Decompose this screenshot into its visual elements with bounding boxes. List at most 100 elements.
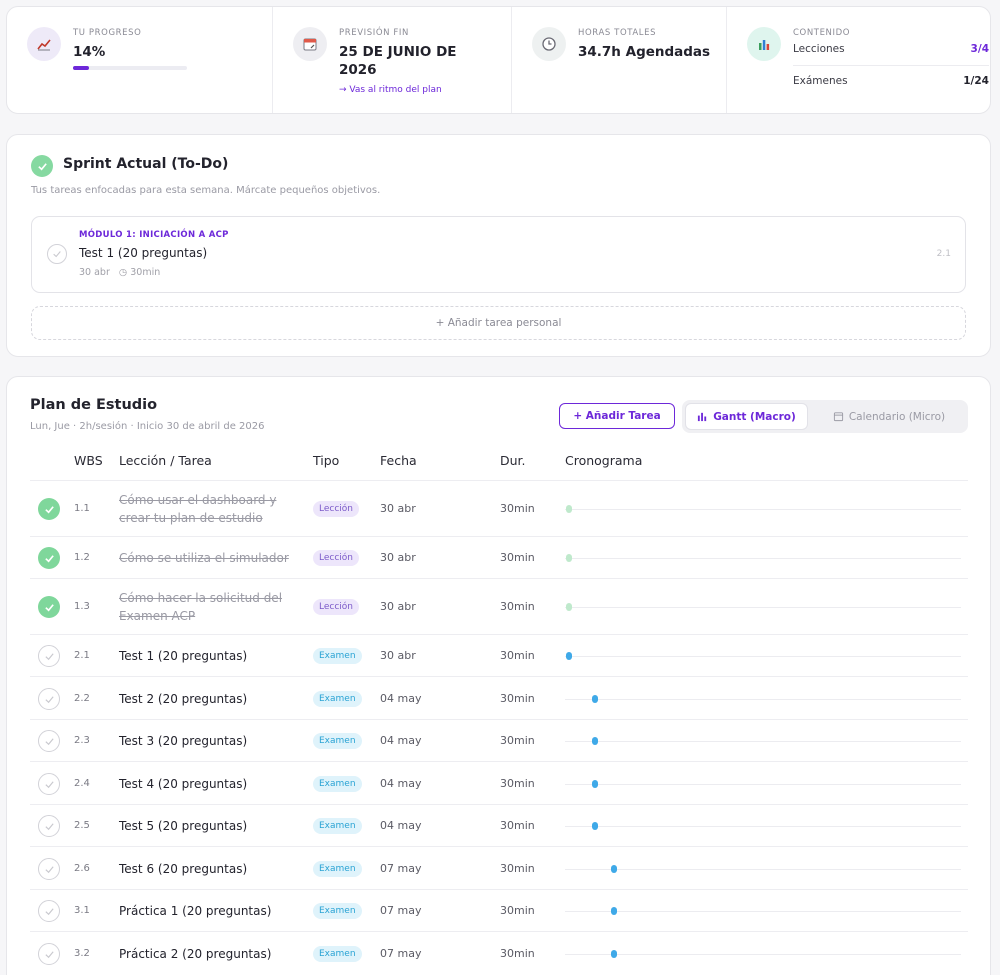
timeline-track bbox=[565, 954, 961, 955]
forecast-note: → Vas al ritmo del plan bbox=[339, 85, 442, 95]
gantt-bar[interactable] bbox=[591, 780, 598, 788]
timeline-track bbox=[565, 826, 961, 827]
row-complete-checkbox[interactable] bbox=[38, 900, 60, 922]
row-complete-checkbox[interactable] bbox=[38, 815, 60, 837]
table-row[interactable]: 2.3 Test 3 (20 preguntas) Examen 04 may 30mi… bbox=[30, 719, 968, 761]
calendar-icon bbox=[833, 412, 843, 422]
row-wbs: 3.2 bbox=[74, 948, 90, 959]
check-icon bbox=[44, 603, 54, 611]
row-type-badge: Examen bbox=[313, 733, 362, 749]
task-date: 30 abr bbox=[79, 267, 110, 278]
gantt-bar[interactable] bbox=[610, 865, 617, 873]
row-complete-checkbox[interactable] bbox=[38, 498, 60, 520]
check-icon bbox=[44, 907, 54, 915]
task-meta: 30 abr ◷ 30min bbox=[79, 267, 160, 278]
row-duration: 30min bbox=[500, 502, 535, 515]
check-icon bbox=[44, 554, 54, 562]
row-duration: 30min bbox=[500, 862, 535, 875]
col-header-timeline: Cronograma bbox=[565, 453, 643, 468]
row-wbs: 2.6 bbox=[74, 863, 90, 874]
row-complete-checkbox[interactable] bbox=[38, 858, 60, 880]
gantt-bar[interactable] bbox=[591, 695, 598, 703]
content-label: Contenido bbox=[793, 28, 851, 38]
row-complete-checkbox[interactable] bbox=[38, 943, 60, 965]
row-complete-checkbox[interactable] bbox=[38, 645, 60, 667]
row-complete-checkbox[interactable] bbox=[38, 688, 60, 710]
row-duration: 30min bbox=[500, 734, 535, 747]
forecast-label: Previsión fin bbox=[339, 28, 409, 38]
row-complete-checkbox[interactable] bbox=[38, 547, 60, 569]
gantt-bar[interactable] bbox=[566, 505, 572, 513]
gantt-bar[interactable] bbox=[610, 950, 617, 958]
table-row[interactable]: 1.2 Cómo se utiliza el simulador Lección 30… bbox=[30, 536, 968, 578]
col-header-type: Tipo bbox=[313, 453, 340, 468]
table-row[interactable]: 2.4 Test 4 (20 preguntas) Examen 04 may 30mi… bbox=[30, 761, 968, 804]
table-row[interactable]: 3.1 Práctica 1 (20 preguntas) Examen 07 may… bbox=[30, 889, 968, 931]
row-complete-checkbox[interactable] bbox=[38, 773, 60, 795]
study-plan-card: Plan de Estudio Lun, Jue · 2h/sesión · I… bbox=[6, 376, 991, 975]
progress-value: 14% bbox=[73, 44, 106, 60]
row-wbs: 1.1 bbox=[74, 503, 90, 514]
timeline-track bbox=[565, 509, 961, 510]
sprint-task[interactable]: Módulo 1: Iniciación a ACP Test 1 (20 pr… bbox=[31, 216, 966, 293]
row-type-badge: Examen bbox=[313, 818, 362, 834]
sprint-subtitle: Tus tareas enfocadas para esta semana. M… bbox=[31, 185, 381, 196]
bar-chart-icon bbox=[747, 27, 781, 61]
row-duration: 30min bbox=[500, 777, 535, 790]
row-duration: 30min bbox=[500, 649, 535, 662]
table-row[interactable]: 2.1 Test 1 (20 preguntas) Examen 30 abr 30mi… bbox=[30, 634, 968, 676]
plan-subtitle: Lun, Jue · 2h/sesión · Inicio 30 de abri… bbox=[30, 421, 265, 432]
row-wbs: 3.1 bbox=[74, 905, 90, 916]
table-row[interactable]: 1.3 Cómo hacer la solicitud del Examen AC… bbox=[30, 578, 968, 634]
timeline-track bbox=[565, 741, 961, 742]
stat-content: Contenido Lecciones 3/4 Exámenes 1/24 bbox=[726, 7, 990, 113]
row-complete-checkbox[interactable] bbox=[38, 596, 60, 618]
row-type-badge: Lección bbox=[313, 599, 360, 615]
forecast-value-line2: 2026 bbox=[339, 62, 377, 78]
timeline-track bbox=[565, 784, 961, 785]
row-type-badge: Examen bbox=[313, 861, 362, 877]
row-date: 07 may bbox=[380, 862, 422, 875]
gantt-bar[interactable] bbox=[610, 907, 617, 915]
table-row[interactable]: 2.6 Test 6 (20 preguntas) Examen 07 may 30mi… bbox=[30, 846, 968, 889]
hours-label: Horas totales bbox=[578, 28, 657, 38]
clock-icon: ◷ bbox=[118, 267, 128, 278]
row-duration: 30min bbox=[500, 819, 535, 832]
add-personal-task-button[interactable]: + Añadir tarea personal bbox=[31, 306, 966, 340]
row-task-name: Cómo hacer la solicitud del Examen ACP bbox=[119, 591, 283, 623]
row-wbs: 2.5 bbox=[74, 820, 90, 831]
gantt-bar[interactable] bbox=[566, 652, 572, 660]
col-header-duration: Dur. bbox=[500, 453, 526, 468]
timeline-track bbox=[565, 656, 961, 657]
row-task-name: Test 4 (20 preguntas) bbox=[119, 777, 248, 791]
row-complete-checkbox[interactable] bbox=[38, 730, 60, 752]
timeline-track bbox=[565, 558, 961, 559]
row-type-badge: Examen bbox=[313, 648, 362, 664]
row-date: 04 may bbox=[380, 734, 422, 747]
table-row[interactable]: 2.2 Test 2 (20 preguntas) Examen 04 may 30mi… bbox=[30, 676, 968, 719]
add-task-button[interactable]: + Añadir Tarea bbox=[559, 403, 675, 429]
tab-calendar[interactable]: Calendario (Micro) bbox=[814, 403, 964, 430]
gantt-bar[interactable] bbox=[566, 603, 572, 611]
table-row[interactable]: 3.2 Práctica 2 (20 preguntas) Examen 07 may… bbox=[30, 931, 968, 974]
row-duration: 30min bbox=[500, 904, 535, 917]
trend-icon bbox=[27, 27, 61, 61]
tab-gantt[interactable]: Gantt (Macro) bbox=[685, 403, 808, 430]
task-complete-checkbox[interactable] bbox=[47, 244, 67, 264]
table-row[interactable]: 1.1 Cómo usar el dashboard y crear tu pla… bbox=[30, 480, 968, 536]
row-task-name: Práctica 2 (20 preguntas) bbox=[119, 947, 272, 961]
check-icon bbox=[44, 505, 54, 513]
row-task-name: Test 1 (20 preguntas) bbox=[119, 649, 248, 663]
gantt-bar[interactable] bbox=[591, 822, 598, 830]
row-duration: 30min bbox=[500, 692, 535, 705]
row-type-badge: Lección bbox=[313, 550, 360, 566]
exams-row: Exámenes 1/24 bbox=[793, 75, 989, 87]
row-task-name: Práctica 1 (20 preguntas) bbox=[119, 904, 272, 918]
gantt-bar[interactable] bbox=[591, 737, 598, 745]
gantt-bar[interactable] bbox=[566, 554, 572, 562]
task-duration: 30min bbox=[130, 267, 161, 278]
row-date: 04 may bbox=[380, 819, 422, 832]
row-duration: 30min bbox=[500, 551, 535, 564]
task-module: Módulo 1: Iniciación a ACP bbox=[79, 230, 229, 240]
table-row[interactable]: 2.5 Test 5 (20 preguntas) Examen 04 may 30mi… bbox=[30, 804, 968, 846]
